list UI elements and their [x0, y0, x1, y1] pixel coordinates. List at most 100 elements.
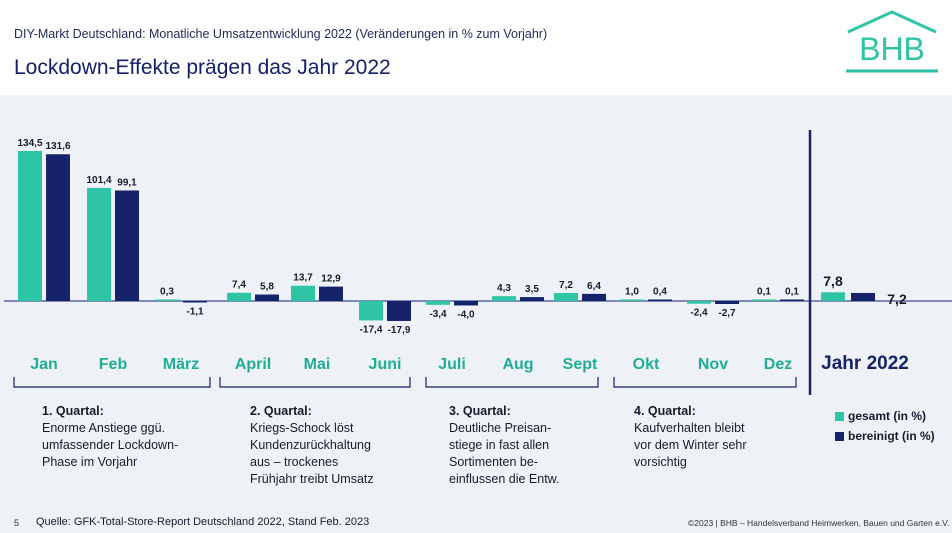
- quarter-text-line: Kundenzurückhaltung: [250, 438, 371, 452]
- value-label-bereinigt: -4,0: [457, 309, 475, 320]
- quarter-heading: 4. Quartal:: [634, 404, 696, 418]
- quarter-text-line: vorsichtig: [634, 455, 687, 469]
- value-label-bereinigt: 131,6: [45, 141, 70, 152]
- bar-gesamt-März: [155, 299, 179, 301]
- quarter-1-note: 1. Quartal: Enorme Anstiege ggü. umfassend…: [42, 403, 178, 471]
- value-label-gesamt: 7,2: [559, 280, 573, 291]
- quarter-4-bracket: [613, 377, 797, 388]
- quarter-text-line: vor dem Winter sehr: [634, 438, 747, 452]
- month-label: Aug: [502, 356, 533, 373]
- logo-roof-icon: [847, 10, 937, 34]
- bar-bereinigt-Jan: [46, 154, 70, 301]
- month-label: Juni: [369, 356, 402, 373]
- bar-gesamt-Sept: [554, 292, 578, 301]
- value-label-gesamt: 0,3: [160, 287, 174, 298]
- value-label-gesamt: 4,3: [497, 283, 511, 294]
- logo-text: BHB: [859, 31, 925, 67]
- monthly-bar-chart: 134,5 131,6 Jan 101,4 99,1 Feb 0,3 -1,1 März 7,4 5…: [4, 130, 952, 395]
- bar-gesamt-Okt: [620, 299, 644, 301]
- legend-label-bereinigt: bereinigt (in %): [848, 429, 935, 443]
- legend-gesamt: gesamt (in %): [835, 409, 926, 423]
- quarter-4-note: 4. Quartal: Kaufverhalten bleibt vor dem W…: [634, 403, 747, 471]
- quarter-text-line: einflussen die Entw.: [449, 472, 560, 486]
- month-label: Nov: [698, 356, 728, 373]
- copyright-note: ©2023 | BHB – Handelsverband Heimwerken,…: [688, 518, 950, 528]
- value-label-bereinigt: 0,1: [785, 287, 799, 298]
- month-label: April: [235, 356, 271, 373]
- value-label-bereinigt: 12,9: [321, 274, 341, 285]
- month-label: März: [163, 356, 199, 373]
- value-label-bereinigt: -1,1: [186, 307, 204, 318]
- value-label-gesamt: 13,7: [293, 273, 313, 284]
- year-value-label-bereinigt: 7,2: [887, 291, 907, 307]
- value-label-bereinigt: 99,1: [117, 177, 137, 188]
- legend-bereinigt: bereinigt (in %): [835, 429, 935, 443]
- bar-bereinigt-März: [183, 301, 207, 303]
- chart-panel: 134,5 131,6 Jan 101,4 99,1 Feb 0,3 -1,1 März 7,4 5…: [0, 95, 952, 533]
- quarter-text-line: umfassender Lockdown-: [42, 438, 179, 452]
- quarter-text-line: Deutliche Preisan-: [449, 421, 552, 435]
- bar-bereinigt-Nov: [715, 301, 739, 305]
- bar-gesamt-Juni: [359, 301, 383, 321]
- value-label-gesamt: -17,4: [360, 324, 383, 335]
- bar-gesamt-Nov: [687, 301, 711, 304]
- bar-bereinigt-Feb: [115, 190, 139, 301]
- bar-year-bereinigt: [851, 292, 875, 301]
- value-label-gesamt: -2,4: [690, 308, 708, 319]
- bar-gesamt-Mai: [291, 285, 315, 301]
- value-label-bereinigt: 0,4: [653, 287, 667, 298]
- header: DIY-Markt Deutschland: Monatliche Umsatz…: [0, 0, 952, 95]
- quarter-3-bracket: [425, 377, 599, 388]
- bar-year-gesamt: [821, 292, 845, 301]
- value-label-gesamt: 0,1: [757, 287, 771, 298]
- quarter-text-line: aus – trockenes: [250, 455, 339, 469]
- month-label: Juli: [438, 356, 466, 373]
- value-label-bereinigt: -2,7: [718, 308, 736, 319]
- bar-gesamt-April: [227, 292, 251, 301]
- value-label-gesamt: -3,4: [429, 309, 447, 320]
- bar-bereinigt-Aug: [520, 297, 544, 301]
- value-label-bereinigt: 3,5: [525, 284, 539, 295]
- quarter-2-bracket: [219, 377, 411, 388]
- source-note: Quelle: GFK-Total-Store-Report Deutschla…: [36, 516, 370, 528]
- bar-gesamt-Jan: [18, 151, 42, 301]
- quarter-text-line: Kriegs-Schock löst: [250, 421, 354, 435]
- quarter-text-line: Kaufverhalten bleibt: [634, 421, 745, 435]
- quarter-text-line: Enorme Anstiege ggü.: [42, 421, 165, 435]
- value-label-bereinigt: 6,4: [587, 281, 601, 292]
- chart-subtitle: DIY-Markt Deutschland: Monatliche Umsatz…: [14, 27, 548, 41]
- value-label-gesamt: 101,4: [86, 175, 111, 186]
- quarter-2-note: 2. Quartal: Kriegs-Schock löst Kundenzurüc…: [250, 403, 374, 488]
- bar-bereinigt-Okt: [648, 299, 672, 301]
- bar-bereinigt-Juli: [454, 301, 478, 306]
- bar-bereinigt-Juni: [387, 301, 411, 321]
- quarter-heading: 2. Quartal:: [250, 404, 312, 418]
- month-label: Mai: [304, 356, 331, 373]
- bar-bereinigt-Sept: [582, 293, 606, 301]
- quarter-3-note: 3. Quartal: Deutliche Preisan-stiege in f…: [449, 403, 560, 488]
- legend-swatch-gesamt: [835, 411, 844, 421]
- bar-gesamt-Juli: [426, 301, 450, 305]
- bar-gesamt-Feb: [87, 187, 111, 301]
- quarter-heading: 3. Quartal:: [449, 404, 511, 418]
- month-label: Dez: [764, 356, 792, 373]
- bar-gesamt-Aug: [492, 296, 516, 301]
- value-label-gesamt: 134,5: [17, 138, 42, 149]
- quarter-text-line: stiege in fast allen: [449, 438, 550, 452]
- month-label: Okt: [633, 356, 660, 373]
- bar-gesamt-Dez: [752, 299, 776, 301]
- bhb-logo: BHB: [846, 10, 938, 73]
- quarter-text-line: Phase im Vorjahr: [42, 455, 138, 469]
- month-label: Sept: [563, 356, 598, 373]
- bar-bereinigt-Dez: [780, 299, 804, 301]
- month-label: Feb: [99, 356, 128, 373]
- value-label-bereinigt: -17,9: [388, 325, 411, 336]
- bar-bereinigt-Mai: [319, 286, 343, 301]
- legend-swatch-bereinigt: [835, 431, 844, 441]
- value-label-gesamt: 1,0: [625, 287, 639, 298]
- quarter-text-line: Frühjahr treibt Umsatz: [250, 472, 374, 486]
- year-label: Jahr 2022: [821, 353, 909, 374]
- legend-label-gesamt: gesamt (in %): [848, 409, 927, 423]
- year-value-label-gesamt: 7,8: [823, 273, 843, 289]
- quarter-text-line: Sortimenten be-: [449, 455, 538, 469]
